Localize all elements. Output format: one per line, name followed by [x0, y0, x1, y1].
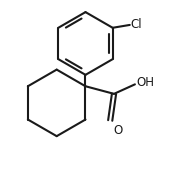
Text: Cl: Cl: [131, 18, 142, 31]
Text: O: O: [113, 124, 122, 137]
Text: OH: OH: [136, 76, 154, 89]
